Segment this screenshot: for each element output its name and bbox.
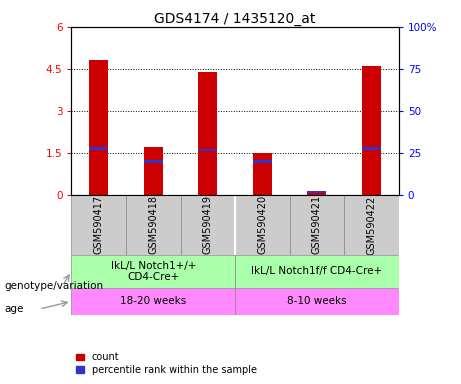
Text: GSM590418: GSM590418 xyxy=(148,195,158,254)
Bar xyxy=(362,147,381,150)
Bar xyxy=(144,160,163,163)
Bar xyxy=(290,195,344,255)
Bar xyxy=(307,191,326,195)
Bar xyxy=(89,61,108,195)
Text: GSM590419: GSM590419 xyxy=(203,195,213,254)
Bar xyxy=(89,147,108,150)
Text: 18-20 weeks: 18-20 weeks xyxy=(120,296,186,306)
Bar xyxy=(198,72,218,195)
Bar xyxy=(71,195,126,255)
Bar xyxy=(71,288,235,315)
Text: GSM590421: GSM590421 xyxy=(312,195,322,255)
Bar xyxy=(253,160,272,163)
Text: IkL/L Notch1f/f CD4-Cre+: IkL/L Notch1f/f CD4-Cre+ xyxy=(251,266,383,276)
Text: IkL/L Notch1+/+
CD4-Cre+: IkL/L Notch1+/+ CD4-Cre+ xyxy=(111,261,196,282)
Bar xyxy=(198,149,218,151)
Bar xyxy=(235,195,290,255)
Title: GDS4174 / 1435120_at: GDS4174 / 1435120_at xyxy=(154,12,316,26)
Bar xyxy=(71,255,235,288)
Legend: count, percentile rank within the sample: count, percentile rank within the sample xyxy=(77,353,257,375)
Text: GSM590422: GSM590422 xyxy=(366,195,377,255)
Text: GSM590420: GSM590420 xyxy=(257,195,267,255)
Text: GSM590417: GSM590417 xyxy=(94,195,104,255)
Bar xyxy=(253,153,272,195)
Text: 8-10 weeks: 8-10 weeks xyxy=(287,296,347,306)
Bar xyxy=(235,255,399,288)
Bar xyxy=(126,195,181,255)
Bar xyxy=(307,191,326,194)
Bar xyxy=(235,288,399,315)
Bar xyxy=(362,66,381,195)
Bar xyxy=(344,195,399,255)
Bar xyxy=(181,195,235,255)
Bar xyxy=(144,147,163,195)
Text: genotype/variation: genotype/variation xyxy=(5,281,104,291)
Text: age: age xyxy=(5,304,24,314)
